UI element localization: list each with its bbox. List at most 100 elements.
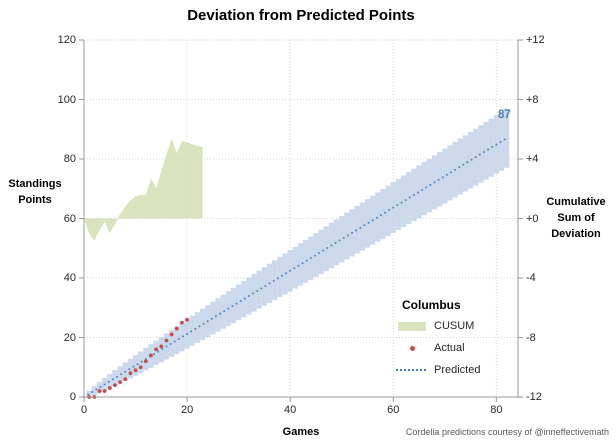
actual-point [107,386,112,390]
confidence-band-step [112,370,118,387]
cusum-area-swatch [398,321,426,331]
confidence-band-step [323,226,329,272]
predicted-line-dot [256,290,259,292]
confidence-band-step [303,239,309,283]
confidence-band-step [292,246,298,289]
confidence-band-step [277,256,283,298]
right-axis-tick-label: -12 [526,391,542,403]
predicted-line-dot [479,153,481,156]
confidence-band-step [153,340,159,366]
legend-item-label: CUSUM [434,320,475,332]
predicted-line-dot [342,237,345,239]
predicted-line-dot [503,138,506,141]
right-axis-title-line3: Deviation [551,228,601,240]
x-axis-tick-label: 0 [80,404,88,416]
confidence-band-step [380,189,386,239]
right-axis-tick-label: +12 [526,34,545,46]
predicted-line-dot [462,163,465,166]
predicted-line-dot [326,247,329,249]
predicted-line-dot [466,161,469,164]
predicted-line-dot [371,219,374,222]
predicted-line-dot [223,310,226,312]
predicted-line-dot [87,393,89,396]
predicted-line-dot [252,292,254,295]
left-axis-tick-label: 80 [63,153,76,165]
legend-item-actual: Actual [394,337,510,359]
confidence-band-step [354,205,360,254]
actual-point [169,332,174,337]
predicted-line-dot [272,279,275,282]
actual-point [102,389,107,393]
right-axis-title-line1: Cumulative [546,196,606,208]
predicted-line-dot [314,254,316,257]
predicted-line-dot [281,274,283,277]
predicted-line-dot [264,285,267,287]
legend-item-label: Actual [434,342,465,354]
predicted-line-dot [215,315,217,318]
actual-point [138,365,143,370]
predicted-line-dot [116,375,118,378]
actual-point [128,371,133,376]
predicted-line-dot [417,191,419,194]
predicted-line-dot [491,146,494,148]
confidence-band-step [504,108,510,168]
chart-title: Deviation from Predicted Points [187,7,415,24]
dotted-line-swatch [396,369,426,371]
predicted-line-dot [450,171,452,174]
predicted-line-dot [219,312,221,315]
predicted-line-dot [297,264,300,267]
actual-dot-swatch [398,342,426,354]
predicted-line-dot [301,262,304,265]
predicted-line-dot [487,148,489,151]
predicted-line-dot [392,206,395,209]
confidence-band-step [174,326,180,355]
predicted-line-dot [128,368,131,371]
predicted-line-dot [268,282,271,285]
predicted-line-dot [136,363,139,366]
actual-point [123,377,128,382]
confidence-band-step [179,322,185,352]
predicted-line-dot [190,330,193,333]
actual-point [118,380,122,385]
predicted-line-dot [347,234,349,237]
actual-point [159,344,164,349]
right-axis-tick-label: +4 [526,153,539,165]
actual-point [174,326,179,331]
predicted-line-dot [441,176,444,179]
right-axis-tick-label: -8 [526,331,536,344]
legend-title: Columbus [402,298,461,312]
x-axis-tick-label: 20 [180,404,194,416]
predicted-line-dot [495,143,498,146]
actual-point [97,389,102,393]
cusum-area [84,138,203,241]
confidence-band-step [138,351,144,374]
right-axis-title: Cumulative Sum of Deviation [540,194,612,242]
confidence-band-step [256,270,262,309]
confidence-band-step [395,178,402,231]
predicted-line-dot [161,348,164,350]
predicted-line-dot [140,360,143,363]
actual-point [143,359,148,364]
predicted-line-dot [202,322,205,325]
confidence-band-step [406,172,412,225]
predicted-line-dot [400,201,403,204]
predicted-line-dot [330,244,333,247]
predicted-line-dot [413,194,415,196]
confidence-band-step [416,165,422,219]
predicted-line-dot [363,224,366,227]
predicted-line-dot [404,199,407,201]
predicted-line-dot [103,383,106,386]
confidence-band-step [215,298,221,332]
x-axis-tick-label: 40 [284,404,297,416]
x-axis-tick-label: 60 [387,404,400,416]
confidence-band-step [467,131,474,189]
left-axis-tick-label: 60 [63,212,76,225]
predicted-line-dot [231,305,234,307]
confidence-band-step [199,308,206,341]
confidence-band-step [117,366,123,384]
confidence-band-step [261,267,268,306]
right-axis-tick-label: +0 [526,212,539,225]
actual-point [180,320,184,325]
predicted-line-dot [483,151,485,153]
predicted-line-dot [499,141,502,143]
